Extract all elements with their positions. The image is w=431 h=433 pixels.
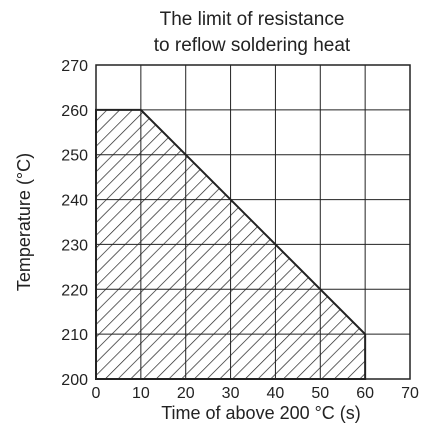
chart-title: The limit of resistance	[160, 9, 345, 30]
y-tick-label: 270	[61, 58, 88, 75]
x-tick-label: 30	[222, 385, 240, 402]
x-tick-label: 10	[132, 385, 150, 402]
y-tick-label: 200	[61, 372, 88, 389]
y-tick-label: 240	[61, 193, 88, 210]
plot-frame	[95, 64, 411, 380]
y-axis-label: Temperature (°C)	[14, 153, 34, 291]
x-tick-label: 20	[177, 385, 195, 402]
plot-area: 0 10 20 30 40 50 60 70 200 210 220 230 240 250 260 270	[61, 58, 419, 402]
y-tick-label: 250	[61, 148, 88, 165]
x-tick-label: 50	[311, 385, 329, 402]
y-tick-label: 230	[61, 237, 88, 254]
chart-subtitle: to reflow soldering heat	[154, 35, 351, 56]
y-tick-label: 220	[61, 282, 88, 299]
y-tick-label: 260	[61, 103, 88, 120]
x-axis-label: Time of above 200 °C (s)	[161, 403, 361, 423]
x-tick-label: 70	[401, 385, 419, 402]
x-tick-label: 0	[92, 385, 101, 402]
x-tick-label: 60	[356, 385, 374, 402]
y-tick-label: 210	[61, 327, 88, 344]
x-tick-label: 40	[267, 385, 285, 402]
